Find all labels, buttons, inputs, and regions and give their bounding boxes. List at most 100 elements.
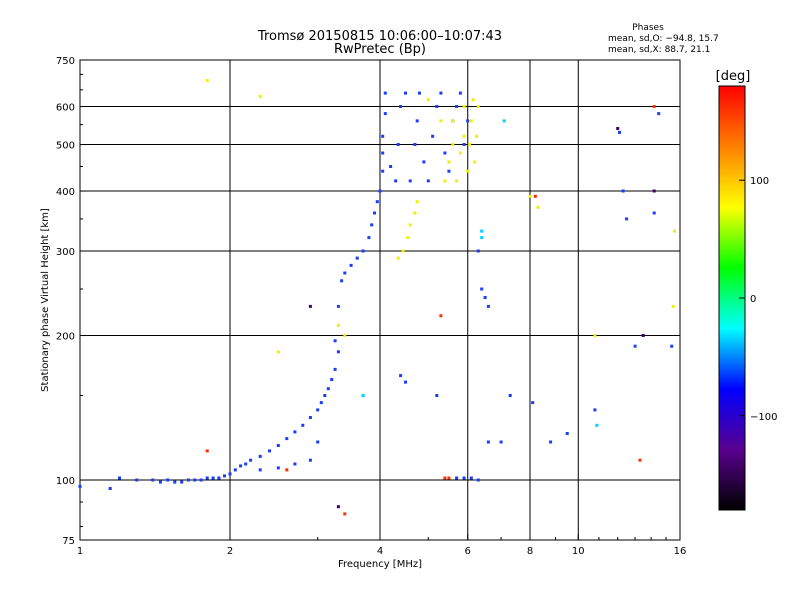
data-point-O: [476, 478, 480, 482]
data-point-O: [633, 344, 637, 348]
x-tick-label: 16: [674, 546, 687, 557]
data-point-other: [336, 505, 340, 509]
data-point-other: [533, 194, 537, 198]
data-point-O: [381, 151, 385, 155]
data-point-X: [396, 256, 400, 260]
data-point-X: [408, 223, 412, 227]
data-point-X: [473, 160, 477, 164]
data-point-X: [528, 194, 532, 198]
data-point-X: [451, 119, 455, 123]
data-point-O: [399, 105, 403, 108]
data-point-X: [468, 143, 471, 146]
data-point-X: [462, 134, 466, 138]
data-point-O: [618, 130, 621, 134]
x-tick-label: 4: [377, 546, 383, 557]
data-point-O: [186, 478, 190, 482]
data-point-other: [616, 127, 620, 130]
data-point-other: [638, 458, 642, 462]
data-point-O: [431, 134, 435, 138]
data-point-other: [447, 476, 451, 480]
data-point-O: [151, 478, 155, 482]
data-point-O: [239, 464, 243, 468]
data-point-X: [475, 134, 479, 138]
data-point-O: [293, 430, 297, 434]
y-tick-label: 200: [56, 332, 75, 343]
data-point-O: [466, 119, 470, 123]
data-point-O: [378, 189, 382, 193]
data-point-O: [78, 484, 82, 488]
phase-stats-o: mean, sd,O: −94.8, 15.7: [608, 34, 719, 44]
data-point-O: [180, 480, 184, 484]
data-point-O: [462, 143, 466, 146]
x-ticks: 1 2 4 6 8 10 16: [77, 534, 687, 557]
data-point-X: [443, 179, 447, 183]
data-point-O: [483, 296, 487, 299]
x-tick-label: 6: [465, 546, 471, 557]
data-point-O: [462, 476, 466, 480]
data-point-O: [316, 440, 320, 444]
data-point-O: [408, 179, 412, 183]
data-point-O: [565, 432, 569, 435]
data-point-O: [205, 476, 209, 480]
data-point-O: [276, 466, 280, 470]
data-point-O: [486, 304, 490, 308]
data-point-O: [415, 119, 419, 123]
data-point-O: [233, 468, 237, 472]
data-point-X: [258, 94, 262, 98]
data-point-X: [593, 334, 597, 337]
colorbar-tick-label: 0: [750, 294, 756, 305]
colorbar-ticks: 100 0 −100: [739, 176, 777, 423]
data-point-O: [361, 249, 365, 253]
data-point-O: [349, 263, 353, 267]
data-point-O: [319, 401, 323, 405]
data-point-O: [531, 401, 535, 405]
data-point-O: [118, 476, 121, 480]
data-point-O: [652, 211, 656, 215]
data-point-O: [158, 480, 162, 484]
data-point-X: [462, 105, 466, 108]
colorbar-tick-label: −100: [750, 412, 777, 423]
data-point-O: [476, 249, 480, 253]
data-point-X: [451, 143, 455, 146]
data-point-other: [480, 236, 484, 240]
data-point-other: [308, 304, 312, 308]
y-ticks: 75 100 200 300 400 500 600 750: [56, 56, 86, 547]
data-point-X: [336, 323, 340, 327]
data-point-O: [370, 223, 374, 227]
data-point-X: [466, 169, 470, 173]
data-point-O: [228, 472, 232, 476]
data-point-X: [439, 119, 443, 123]
data-point-O: [166, 478, 170, 482]
phase-stats-heading: Phases: [632, 23, 664, 33]
data-point-other: [652, 189, 656, 193]
data-point-X: [469, 119, 473, 123]
y-tick-label: 500: [56, 141, 75, 152]
x-axis-label: Frequency [MHz]: [338, 559, 422, 570]
x-tick-label: 1: [77, 546, 83, 557]
data-point-other: [502, 119, 506, 123]
data-point-O: [435, 394, 439, 397]
data-point-X: [458, 151, 462, 155]
data-point-O: [469, 476, 473, 480]
data-point-O: [301, 423, 305, 427]
data-point-O: [293, 462, 297, 466]
data-point-O: [223, 474, 226, 478]
data-point-O: [193, 478, 197, 482]
data-point-O: [326, 387, 330, 391]
data-point-O: [336, 304, 340, 308]
data-point-O: [336, 350, 340, 354]
data-point-other: [443, 476, 447, 480]
data-point-O: [383, 112, 387, 116]
data-point-O: [625, 217, 629, 221]
data-point-X: [447, 160, 451, 164]
data-point-other: [652, 105, 656, 108]
data-point-O: [621, 189, 625, 193]
gridlines: [79, 60, 681, 540]
data-point-O: [308, 458, 312, 462]
data-point-X: [343, 334, 347, 337]
data-point-O: [343, 271, 347, 275]
data-point-O: [285, 437, 289, 441]
chart-title: Tromsø 20150815 10:06:00–10:07:43: [257, 29, 502, 44]
plot-area: 1 2 4 6 8 10 16 75 100 200 300 400 500 600 750: [56, 56, 686, 557]
data-point-O: [383, 91, 387, 95]
